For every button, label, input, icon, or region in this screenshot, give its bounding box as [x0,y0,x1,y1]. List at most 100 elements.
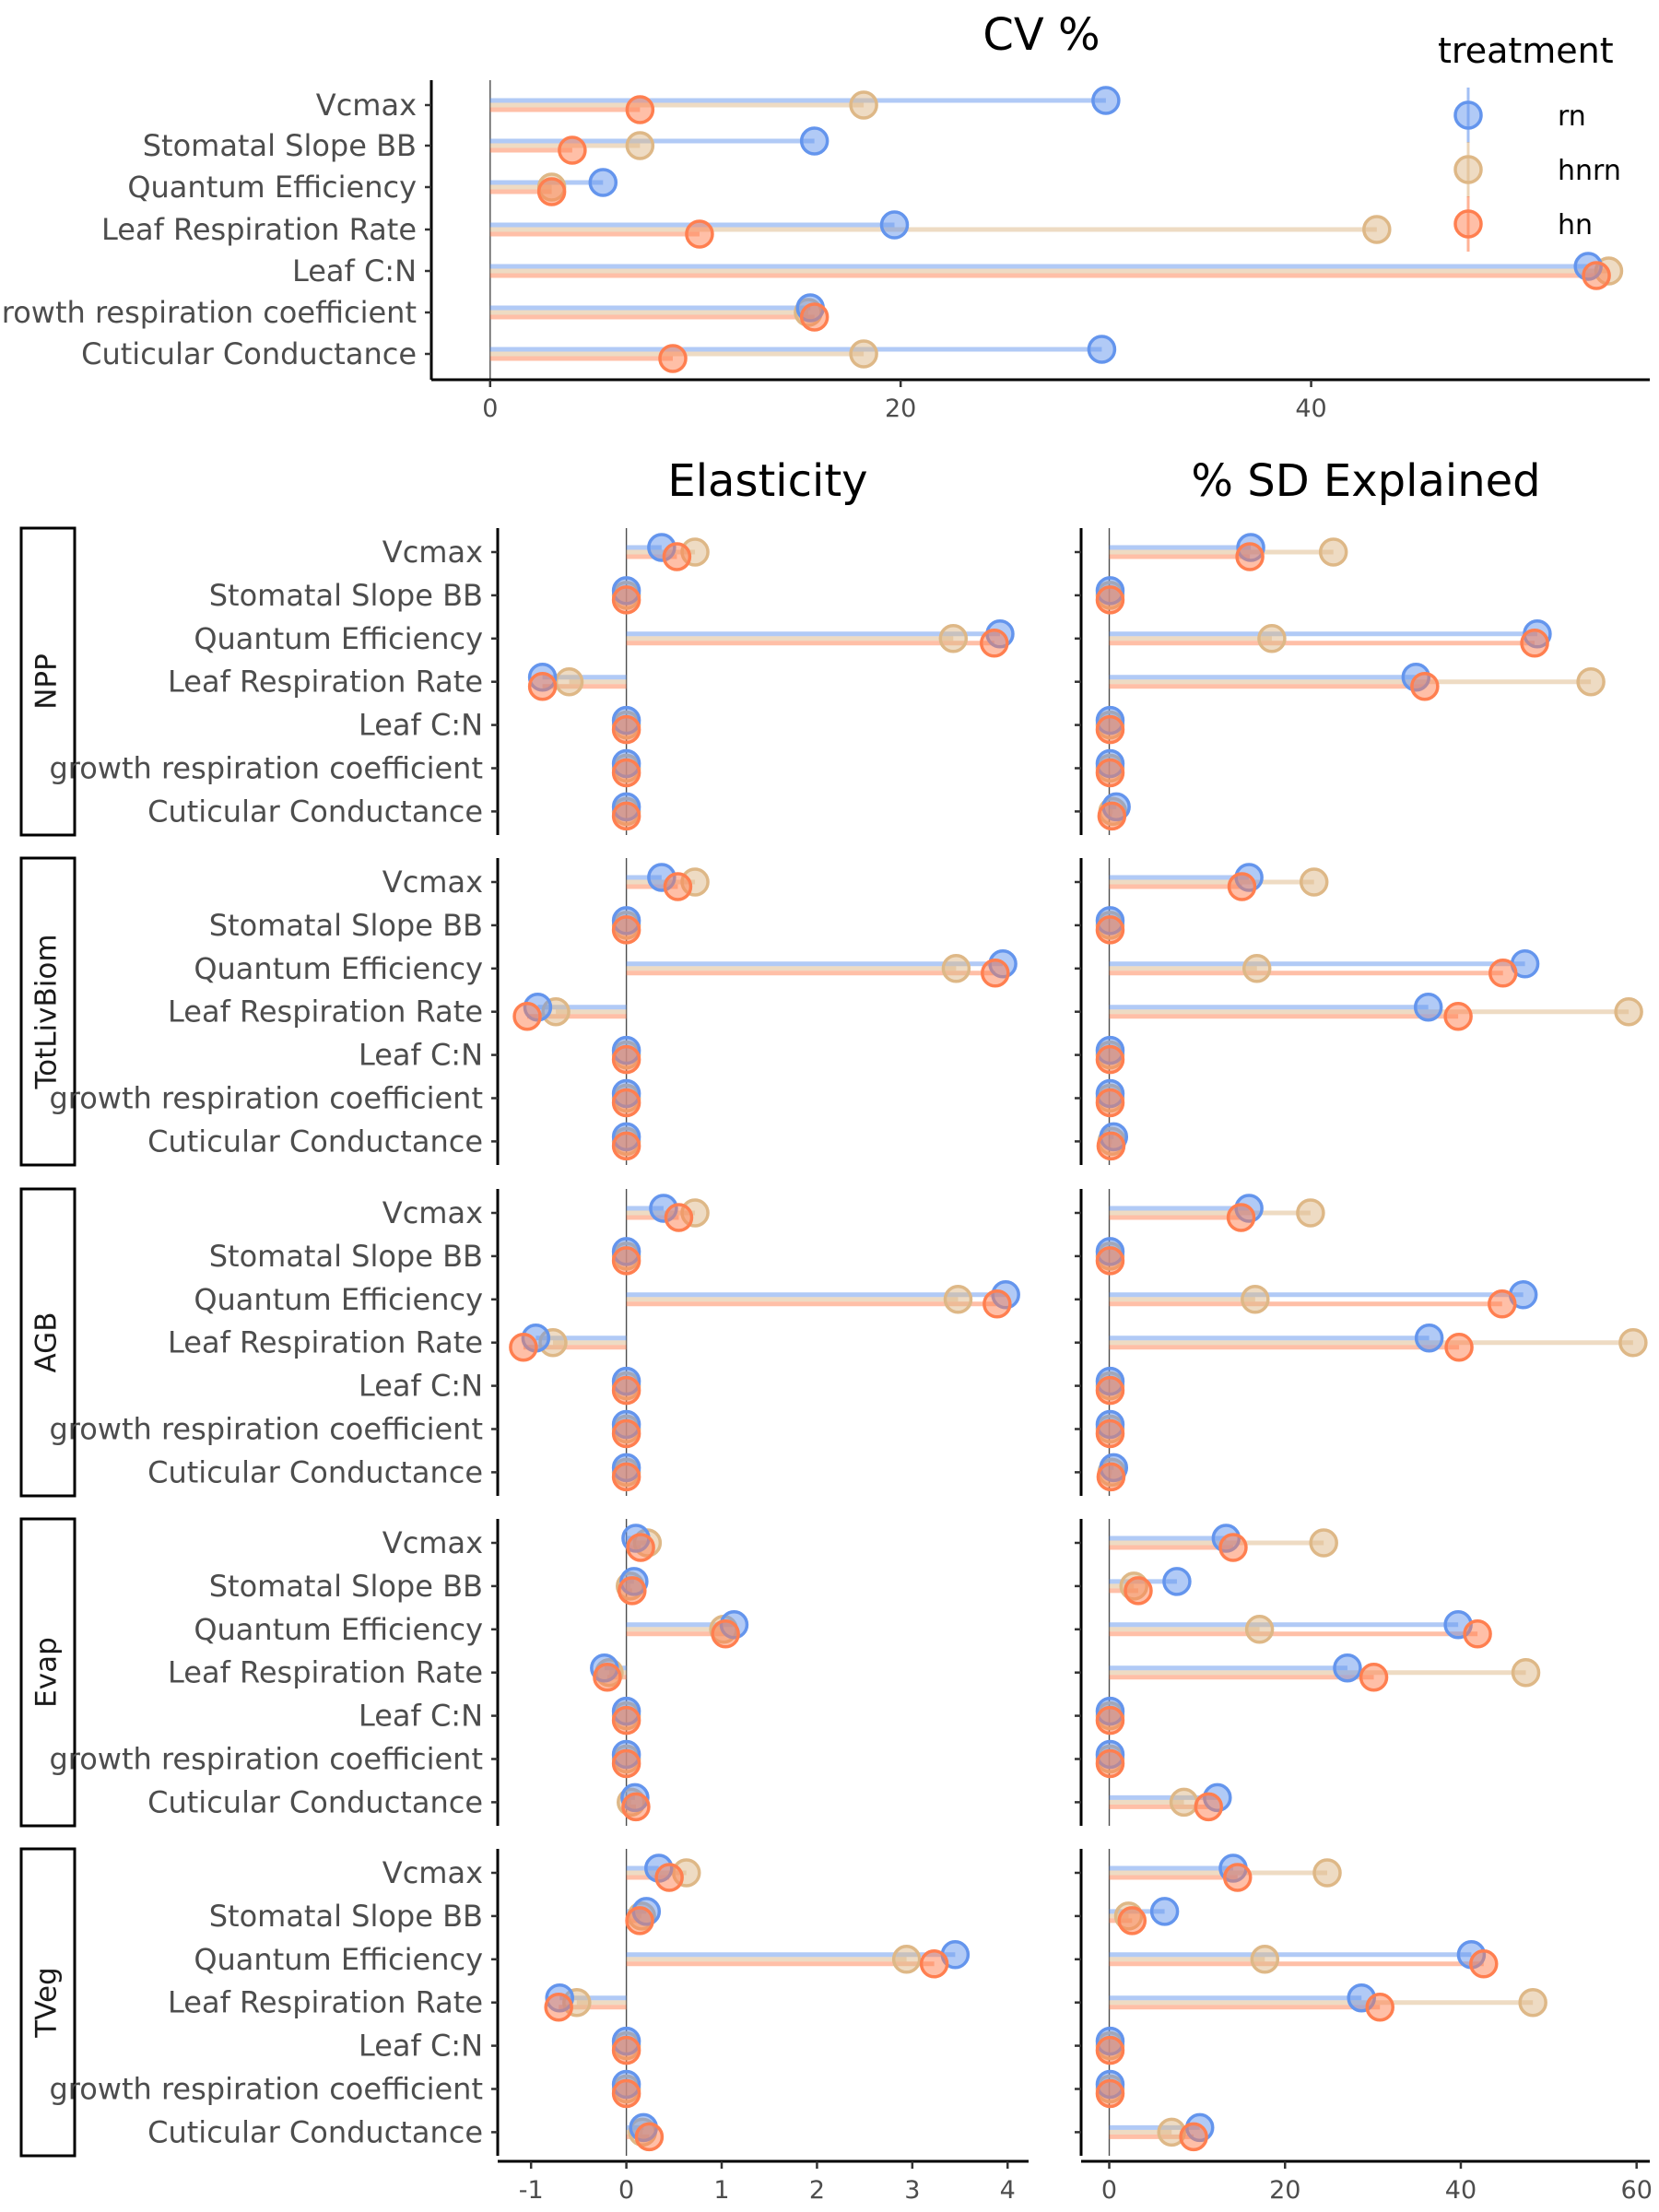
facet-parameter-label: Stomatal Slope BB [209,1899,483,1934]
facet-parameter-label: growth respiration coefficient [49,1742,483,1777]
sd-point-hn [1095,1748,1125,1779]
sd-point-hn [1097,801,1127,831]
facet-strip-AGB [19,1187,76,1498]
facet-parameter-label: Cuticular Conductance [147,794,483,829]
sd-point-hn [1096,1462,1126,1492]
elasticity-point-hn [626,1533,655,1562]
sd-point-hn [1443,1001,1473,1031]
sd-point-hnrn [1576,666,1606,697]
legend-label-hnrn: hnrn [1558,155,1621,187]
sd-point-hnrn [1169,1787,1199,1818]
cv-panel-title: CV % [982,9,1100,61]
elasticity-x-tick-label: -1 [519,2176,544,2205]
facet-parameter-label: Leaf C:N [359,2029,483,2064]
sd-point-hn [1095,758,1125,788]
sd-point-hn [1095,915,1125,945]
sd-point-hn [1469,1949,1499,1979]
facet-strip-TotLivBiom [19,856,76,1167]
cv-x-tick-label: 20 [885,394,916,423]
sd-point-hn [1444,1332,1474,1362]
sd-point-hn [1095,1088,1125,1118]
sd-point-hn [1227,872,1257,901]
sd-point-rn [1413,992,1443,1022]
facet-parameter-label: Stomatal Slope BB [209,1239,483,1274]
sd-explained-panel-TVeg [1075,1849,1547,2156]
elasticity-point-hn [611,1375,641,1406]
sd-point-hn [1222,1863,1253,1892]
facet-strip-TVeg [19,1847,76,2158]
cv-point-hn [625,95,655,124]
cv-point-hnrn [849,90,878,120]
elasticity-panel-AGB [491,1189,1020,1496]
legend-items: rn hnrn hn [1453,88,1621,252]
sd-point-hn [1194,1792,1224,1822]
sd-x-tick-label: 60 [1621,2176,1653,2205]
sd-explained-panel-Evap [1075,1519,1541,1826]
sd-point-rn [1414,1323,1444,1353]
sd-point-hnrn [1318,537,1348,567]
sd-point-hn [1095,2078,1125,2109]
elasticity-point-hn [711,1619,740,1649]
sd-point-rn [1149,1897,1180,1926]
legend-key-hnrn [1453,155,1483,184]
cv-point-rn [799,126,830,156]
elasticity-point-hn [663,872,693,901]
elasticity-x-tick-label: 1 [713,2176,729,2205]
facet-parameter-label: Leaf Respiration Rate [168,1985,483,2020]
facet-row-Evap: Evap Vcmax Stomatal Slope BB Quantum Effici… [19,1517,1541,1828]
facet-parameter-label: Leaf Respiration Rate [168,1325,483,1360]
cv-point-hn [685,219,714,249]
facet-parameter-label: Stomatal Slope BB [209,908,483,943]
elasticity-panel-TVeg [491,1849,971,2156]
sd-point-hn [1520,629,1549,658]
facet-strip-label: Evap [30,1637,64,1708]
elasticity-point-hn [544,1992,573,2022]
elasticity-point-hn [509,1332,538,1362]
facet-parameter-label: Quantum Efficiency [194,1942,483,1977]
elasticity-point-hn [611,1418,641,1449]
sd-x-tick-label: 40 [1445,2176,1477,2205]
facet-grid: NPP Vcmax Stomatal Slope BB Quantum Efficie… [19,526,1653,2205]
elasticity-point-hn [980,629,1009,658]
sd-explained-panel-AGB [1075,1189,1648,1496]
sd-point-hnrn [1241,954,1272,983]
facet-parameter-label: Leaf C:N [359,1699,483,1734]
sd-point-hn [1117,1906,1147,1936]
sd-explained-panel-TotLivBiom [1075,858,1643,1165]
elasticity-point-hn [611,714,641,745]
elasticity-point-hn [611,2078,641,2109]
sd-point-hn [1488,1289,1517,1319]
facet-parameter-label: Stomatal Slope BB [209,578,483,613]
sd-explained-panel-NPP [1075,528,1606,835]
legend-key-hn [1453,209,1483,239]
cv-parameter-label: Leaf Respiration Rate [101,212,417,247]
cv-point-hnrn [625,131,655,160]
facet-row-AGB: AGB Vcmax Stomatal Slope BB Quantum Efficie… [19,1187,1648,1498]
cv-point-hn [658,344,688,373]
elasticity-point-hnrn [891,1945,922,1974]
facet-parameter-label: Vcmax [382,1855,483,1890]
facet-parameter-label: growth respiration coefficient [49,1412,483,1447]
facet-row-TotLivBiom: TotLivBiom Vcmax Stomatal Slope BB Quantum … [19,856,1643,1167]
elasticity-point-hn [654,1863,684,1892]
sd-point-hn [1095,1246,1125,1276]
cv-point-hn [536,177,567,206]
sd-point-hn [1095,1044,1125,1075]
elasticity-point-hnrn [938,624,969,653]
sd-point-hn [1226,1203,1256,1232]
sd-point-hn [1359,1662,1389,1692]
elasticity-point-hn [981,959,1010,988]
sd-x-tick-label: 20 [1269,2176,1300,2205]
elasticity-point-hnrn [943,1285,973,1314]
elasticity-point-hn [611,801,641,831]
facet-strip-Evap [19,1517,76,1828]
elasticity-point-hnrn [941,954,971,983]
elasticity-point-hn [982,1289,1012,1319]
facet-parameter-label: Cuticular Conductance [147,1784,483,1819]
facet-parameter-label: Leaf C:N [359,1369,483,1404]
sd-point-hn [1235,542,1265,571]
cv-point-rn [879,210,910,240]
elasticity-x-tick-label: 4 [1000,2176,1016,2205]
sd-point-rn [1162,1567,1192,1596]
elasticity-point-hn [512,1001,542,1031]
